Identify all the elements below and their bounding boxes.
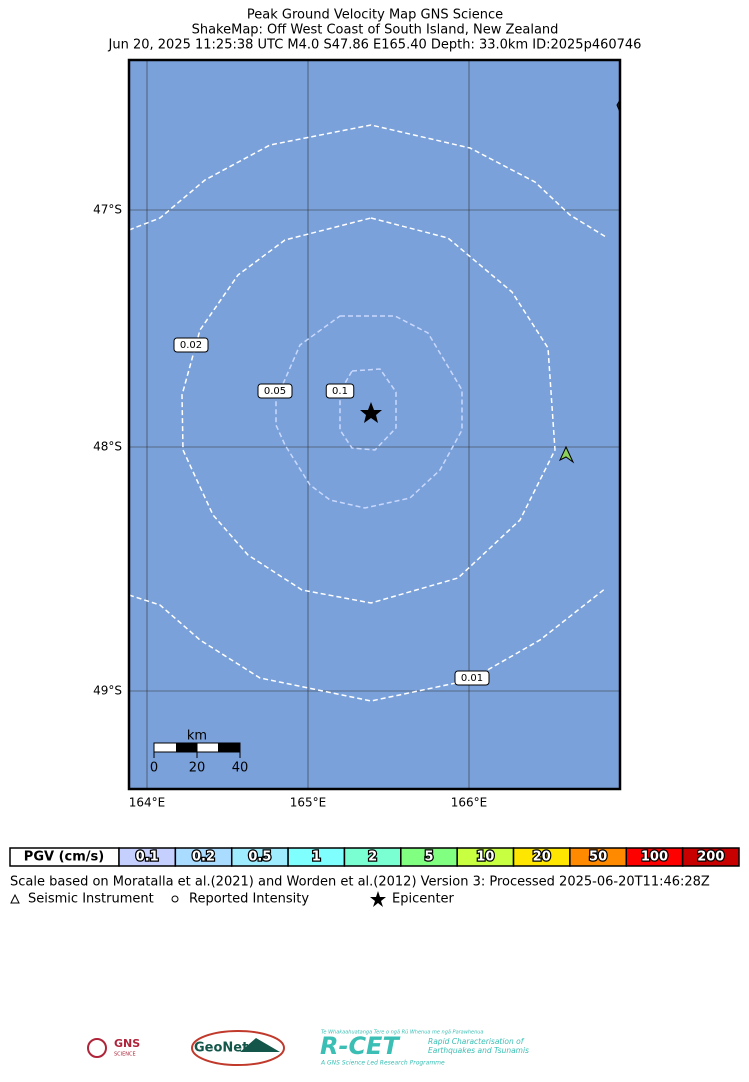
contour-labels: 0.02 0.05 0.1 0.01 [173, 337, 490, 686]
legend-label: 1 [312, 850, 321, 865]
symbol-label: Epicenter [392, 892, 455, 907]
lat-label: 47°S [93, 203, 122, 217]
epicenter [360, 402, 382, 423]
contour-label-box [257, 383, 293, 399]
footer-note: Scale based on Moratalla et al.(2021) an… [10, 875, 710, 890]
legend-label: 50 [589, 850, 607, 865]
gns-sub: SCIENCE [114, 1052, 136, 1058]
scale-label: 40 [232, 761, 249, 776]
contour-label-box [454, 670, 490, 686]
scale-bar: km 0 20 40 [150, 729, 248, 776]
rcet-desc: Earthquakes and Tsunamis [428, 1046, 529, 1055]
graticule [129, 60, 620, 789]
footer: Scale based on Moratalla et al.(2021) an… [10, 875, 710, 907]
map-frame [127, 58, 622, 791]
legend-label: 5 [424, 850, 433, 865]
symbol-label: Reported Intensity [189, 892, 309, 907]
contour-label: 0.02 [180, 340, 202, 351]
axis-labels: 47°S 48°S 49°S 164°E 165°E 166°E [93, 203, 487, 810]
legend-label: 0.5 [248, 850, 271, 865]
lon-label: 166°E [451, 796, 488, 810]
lat-label: 49°S [93, 684, 122, 698]
title-line: ShakeMap: Off West Coast of South Island… [192, 23, 559, 38]
contour-label: 0.1 [332, 386, 348, 397]
rcet-logo: R-CET [320, 1032, 400, 1060]
title-line: Jun 20, 2025 11:25:38 UTC M4.0 S47.86 E1… [108, 38, 642, 53]
legend-label: 10 [476, 850, 494, 865]
symbol-label: Seismic Instrument [28, 892, 154, 907]
epicenter-symbol [370, 891, 386, 907]
legend-label: 200 [697, 850, 724, 865]
instrument-symbol [10, 893, 20, 904]
contour-label: 0.05 [264, 386, 286, 397]
legend: PGV (cm/s) 0.1 0.2 0.5 1 2 5 10 20 50 100 200 [9, 847, 740, 867]
gns-logo: GNS [114, 1037, 140, 1050]
rcet-foot: A GNS Science Led Research Programme [320, 1060, 445, 1067]
rcet-desc: Rapid Characterisation of [428, 1037, 525, 1046]
legend-label: 20 [533, 850, 551, 865]
lon-label: 164°E [129, 796, 166, 810]
logos: GNS SCIENCE GeoNet Te Whakaahuatanga Ter… [87, 1030, 529, 1067]
geonet-logo: GeoNet [194, 1041, 248, 1056]
scale-unit: km [187, 729, 207, 744]
contour-label-box [325, 383, 355, 399]
rcet-tag: Te Whakaahuatanga Tere o ngā Rū Whenua m… [321, 1030, 483, 1036]
title: Peak Ground Velocity Map GNS Science Sha… [108, 8, 642, 53]
legend-label: 0.2 [192, 850, 215, 865]
contour-label-box [173, 337, 209, 353]
scale-label: 0 [150, 761, 158, 776]
title-line: Peak Ground Velocity Map GNS Science [247, 8, 503, 23]
map-ocean [129, 60, 620, 789]
lon-label: 165°E [290, 796, 327, 810]
scale-label: 20 [189, 761, 206, 776]
intensity-symbol [171, 895, 179, 903]
legend-label: 0.1 [136, 850, 159, 865]
contours [128, 124, 607, 702]
legend-cell [681, 847, 740, 867]
legend-title: PGV (cm/s) [24, 850, 104, 865]
lat-label: 48°S [93, 440, 122, 454]
island [558, 445, 575, 464]
contour-label: 0.01 [461, 673, 483, 684]
legend-label: 2 [368, 850, 377, 865]
legend-label: 100 [641, 850, 668, 865]
